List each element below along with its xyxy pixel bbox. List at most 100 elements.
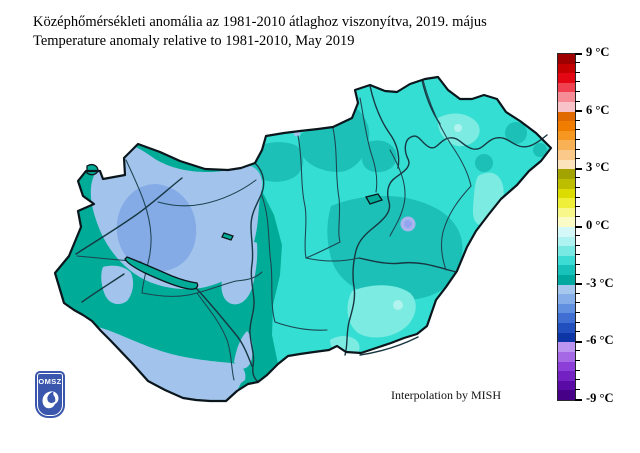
lake-tisza xyxy=(365,193,384,205)
colorbar-segment xyxy=(558,150,575,160)
colorbar-tick xyxy=(575,340,582,343)
colorbar-tick xyxy=(575,388,580,390)
colorbar-segment xyxy=(558,323,575,333)
colorbar-tick xyxy=(575,215,580,217)
country-border-outline xyxy=(53,75,553,403)
colorbar-label: 3 °C xyxy=(586,160,610,175)
colorbar-segment xyxy=(558,236,575,247)
colorbar-tick xyxy=(575,62,580,64)
river-koros xyxy=(358,257,457,273)
river-sio xyxy=(195,287,253,367)
region-teal-mid-tisza xyxy=(327,195,463,301)
colorbar-segment xyxy=(558,294,575,304)
colorbar-segment xyxy=(558,303,575,314)
colorbar-segment xyxy=(558,207,575,218)
colorbar-segment xyxy=(558,130,575,141)
colorbar-segment xyxy=(558,332,575,343)
colorbar-segment xyxy=(558,246,575,256)
lake-balaton xyxy=(124,256,199,290)
colorbar-segment xyxy=(558,275,575,285)
colorbar-segment xyxy=(558,82,575,93)
colorbar-segment xyxy=(558,63,575,74)
colorbar-segment xyxy=(558,198,575,208)
colorbar-segment xyxy=(558,390,575,400)
lake-velence xyxy=(221,232,234,241)
colorbar-tick xyxy=(575,321,580,323)
colorbar-segment xyxy=(558,121,575,131)
region-lavender-spot-inner xyxy=(404,220,412,228)
region-teal-ne-spot-2 xyxy=(475,154,493,172)
colorbar-tick xyxy=(575,331,580,333)
colorbar-tick xyxy=(575,206,580,208)
colorbar-tick xyxy=(575,273,580,275)
colorbar-tick xyxy=(575,292,580,294)
title-line-hungarian: Középhőmérsékleti anomália az 1981-2010 … xyxy=(33,14,487,30)
region-palecyan-spot-se xyxy=(393,300,403,310)
colorbar-tick xyxy=(575,369,580,371)
region-lightturquoise-east-strip xyxy=(472,172,504,226)
colorbar-tick xyxy=(575,263,580,265)
colorbar-tick xyxy=(575,100,580,102)
colorbar-tick xyxy=(575,398,582,401)
colorbar-segment xyxy=(558,54,575,64)
colorbar-segment xyxy=(558,92,575,103)
colorbar-tick xyxy=(575,360,580,362)
colorbar-tick xyxy=(575,119,580,121)
colorbar-segment xyxy=(558,169,575,179)
colorbar-label: 9 °C xyxy=(586,45,610,59)
region-lightblue-south-strip xyxy=(95,326,246,401)
colorbar-tick xyxy=(575,90,580,92)
colorbar-tick xyxy=(575,225,582,228)
region-lightblue-danube-valley xyxy=(221,241,258,305)
colorbar-tick xyxy=(575,187,580,189)
colorbar xyxy=(557,53,576,401)
colorbar-segment xyxy=(558,217,575,227)
colorbar-tick xyxy=(575,350,580,352)
omsz-logo-text: OMSZ xyxy=(38,377,62,386)
colorbar-segment xyxy=(558,361,575,372)
colorbar-tick xyxy=(575,129,580,131)
river-maros xyxy=(359,336,419,356)
region-lightblue-south-ne-finger xyxy=(234,331,253,369)
region-teal-ne-spot-1 xyxy=(505,122,527,144)
colorbar-label: -6 °C xyxy=(586,333,614,348)
wave-icon xyxy=(42,391,59,409)
river-danube xyxy=(249,162,265,383)
region-mediumblue-south-spot xyxy=(114,360,130,372)
colorbar-segment xyxy=(558,284,575,295)
lake-ferto xyxy=(86,163,99,176)
colorbar-segment xyxy=(558,73,575,83)
river-tisza xyxy=(344,134,548,356)
colorbar-tick xyxy=(575,148,580,150)
colorbar-segment xyxy=(558,111,575,122)
colorbar-tick xyxy=(575,158,580,160)
region-teal-ne-spot-3 xyxy=(533,143,547,157)
colorbar-segment xyxy=(558,226,575,237)
colorbar-tick xyxy=(575,244,580,246)
colorbar-tick xyxy=(575,139,580,140)
colorbar-label: 6 °C xyxy=(586,102,610,117)
colorbar-tick xyxy=(575,52,582,55)
colorbar-segment xyxy=(558,178,575,189)
colorbar-tick xyxy=(575,235,580,237)
colorbar-label: -3 °C xyxy=(586,275,614,290)
colorbar-tick xyxy=(575,196,580,198)
title-line-english: Temperature anomaly relative to 1981-201… xyxy=(33,33,355,49)
colorbar-tick xyxy=(575,379,580,381)
county-boundaries xyxy=(76,79,472,381)
omsz-logo: OMSZ xyxy=(35,371,65,418)
colorbar-segment xyxy=(558,188,575,199)
river-raba xyxy=(75,177,183,255)
colorbar-tick xyxy=(575,177,580,179)
colorbar-segment xyxy=(558,380,575,391)
colorbar-segment xyxy=(558,265,575,276)
interpolation-note: Interpolation by MISH xyxy=(391,388,501,402)
river-sajo xyxy=(369,85,400,169)
colorbar-tick xyxy=(575,254,580,256)
colorbar-tick xyxy=(575,167,582,170)
colorbar-segment xyxy=(558,313,575,324)
region-palecyan-spot-ne xyxy=(454,124,462,132)
colorbar-tick xyxy=(575,81,580,83)
